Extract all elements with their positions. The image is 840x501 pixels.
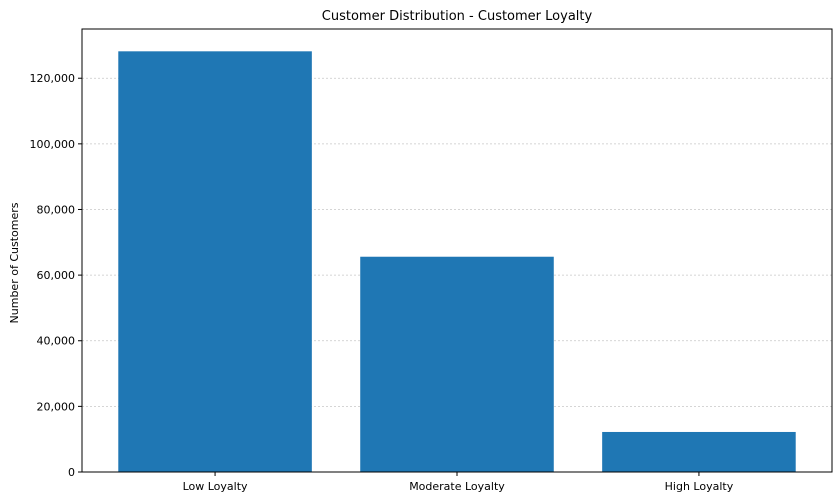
y-tick-label: 60,000 <box>37 269 76 282</box>
y-tick-label: 80,000 <box>37 203 76 216</box>
y-tick-label: 20,000 <box>37 400 76 413</box>
y-axis-label: Number of Customers <box>8 202 21 323</box>
bar <box>602 431 796 472</box>
bar <box>118 51 312 472</box>
x-tick-label: Moderate Loyalty <box>409 480 505 493</box>
y-tick-label: 0 <box>68 466 75 479</box>
x-ticks: Low Loyalty Moderate Loyalty High Loyalty <box>183 472 734 493</box>
bar <box>360 256 554 472</box>
chart-title: Customer Distribution - Customer Loyalty <box>322 9 593 24</box>
x-tick-label: Low Loyalty <box>183 480 248 493</box>
y-tick-label: 40,000 <box>37 335 76 348</box>
x-tick-label: High Loyalty <box>665 480 734 493</box>
y-tick-label: 100,000 <box>30 138 76 151</box>
y-tick-label: 120,000 <box>30 72 76 85</box>
y-ticks: 0 20,000 40,000 60,000 80,000 100,000 120,000 <box>30 72 82 479</box>
bars <box>118 51 796 472</box>
